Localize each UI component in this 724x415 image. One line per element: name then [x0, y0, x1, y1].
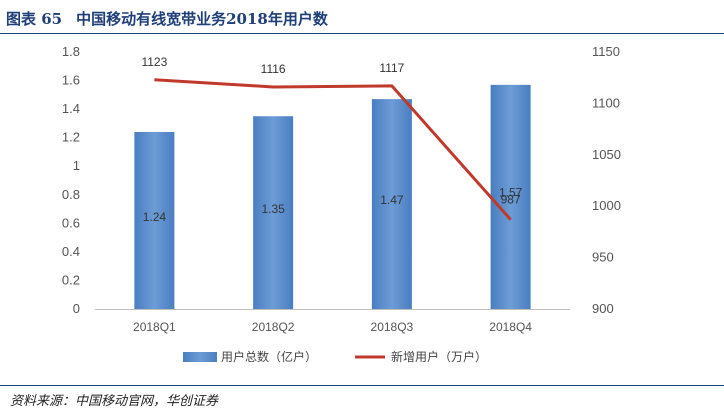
right-axis-tick-label: 1050: [592, 147, 621, 162]
line-value-label: 1116: [261, 62, 286, 76]
bar: [253, 116, 294, 309]
bar: [371, 99, 412, 309]
left-axis-tick-label: 1.4: [62, 101, 80, 116]
right-axis-tick-label: 950: [592, 250, 614, 265]
title-divider: [0, 33, 724, 34]
right-axis-tick-label: 1100: [592, 95, 620, 110]
x-axis-tick-label: 2018Q3: [371, 320, 414, 334]
figure-title-row: 图表 65 中国移动有线宽带业务2018年用户数: [6, 6, 328, 30]
legend-label-line: 新增用户（万户）: [391, 349, 487, 364]
chart-area: 0 0.2 0.4 0.6 0.8 1 1.2 1.4 1.6 1.8 900 950 1000 1050…: [62, 44, 621, 364]
left-axis-tick-label: 0.4: [62, 244, 80, 259]
source-note: 资料来源：中国移动官网，华创证券: [10, 394, 219, 409]
bar-value-label: 1.35: [261, 202, 285, 216]
line-value-label: 1123: [141, 55, 167, 69]
bar: [134, 131, 175, 309]
left-axis-tick-label: 0.2: [62, 272, 80, 287]
figure-title: 中国移动有线宽带业务2018年用户数: [76, 9, 328, 28]
legend-swatch-bar: [183, 352, 217, 362]
line-series: [154, 78, 512, 221]
x-axis-tick-label: 2018Q2: [252, 320, 295, 334]
left-axis-tick-label: 0: [73, 301, 80, 316]
left-axis-tick-label: 1.2: [62, 130, 80, 145]
figure-label: 图表 65: [6, 9, 63, 28]
line-value-label: 1117: [379, 61, 404, 75]
right-axis-tick-label: 900: [592, 301, 614, 316]
left-axis-tick-label: 1: [73, 158, 80, 173]
line-value-label: 987: [501, 193, 521, 207]
right-axis-tick-label: 1000: [592, 198, 621, 213]
source-divider: [0, 385, 724, 386]
right-axis-tick-label: 1150: [592, 44, 620, 59]
bar-value-label: 1.47: [380, 193, 404, 207]
bar-value-label: 1.57: [499, 185, 523, 199]
left-axis-tick-label: 0.6: [62, 215, 80, 230]
bar-value-label: 1.24: [143, 210, 167, 224]
left-axis-tick-label: 0.8: [62, 187, 80, 202]
bar: [490, 84, 531, 309]
x-axis-tick-label: 2018Q4: [489, 320, 532, 334]
left-axis-tick-label: 1.8: [62, 44, 80, 59]
x-axis-tick-label: 2018Q1: [133, 320, 176, 334]
left-axis-tick-label: 1.6: [62, 73, 80, 88]
legend-label-bar: 用户总数（亿户）: [221, 349, 317, 364]
